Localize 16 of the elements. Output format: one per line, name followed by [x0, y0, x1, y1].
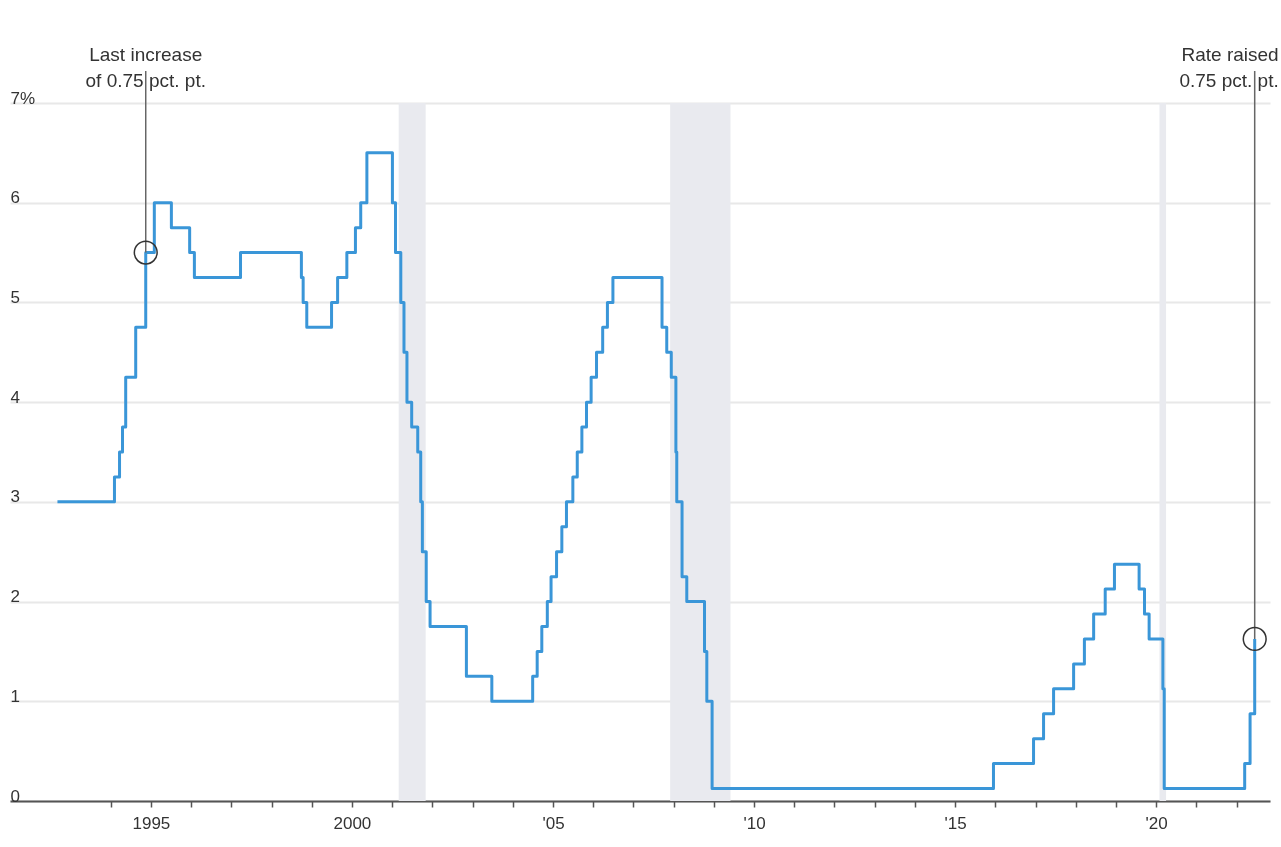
- x-tick-label: '15: [944, 813, 967, 833]
- x-tick-label: '10: [743, 813, 766, 833]
- y-tick-label: 4: [10, 387, 20, 407]
- y-tick-label: 5: [10, 287, 20, 307]
- x-tick-label: 2000: [333, 813, 372, 833]
- annotation: Last increase of 0.75 pct. pt.: [85, 44, 206, 91]
- y-tick-label: 1: [10, 686, 20, 706]
- y-tick-label: 0: [10, 786, 20, 806]
- y-tick-label: 7%: [10, 88, 36, 108]
- y-tick-label: 2: [10, 587, 20, 607]
- annotation: Rate raised 0.75 pct. pt.: [1179, 44, 1279, 91]
- x-tick-label: 1995: [132, 813, 171, 833]
- y-tick-label: 6: [10, 188, 20, 208]
- y-tick-label: 3: [10, 487, 20, 507]
- x-tick-label: '20: [1145, 813, 1168, 833]
- x-tick-label: '05: [542, 813, 565, 833]
